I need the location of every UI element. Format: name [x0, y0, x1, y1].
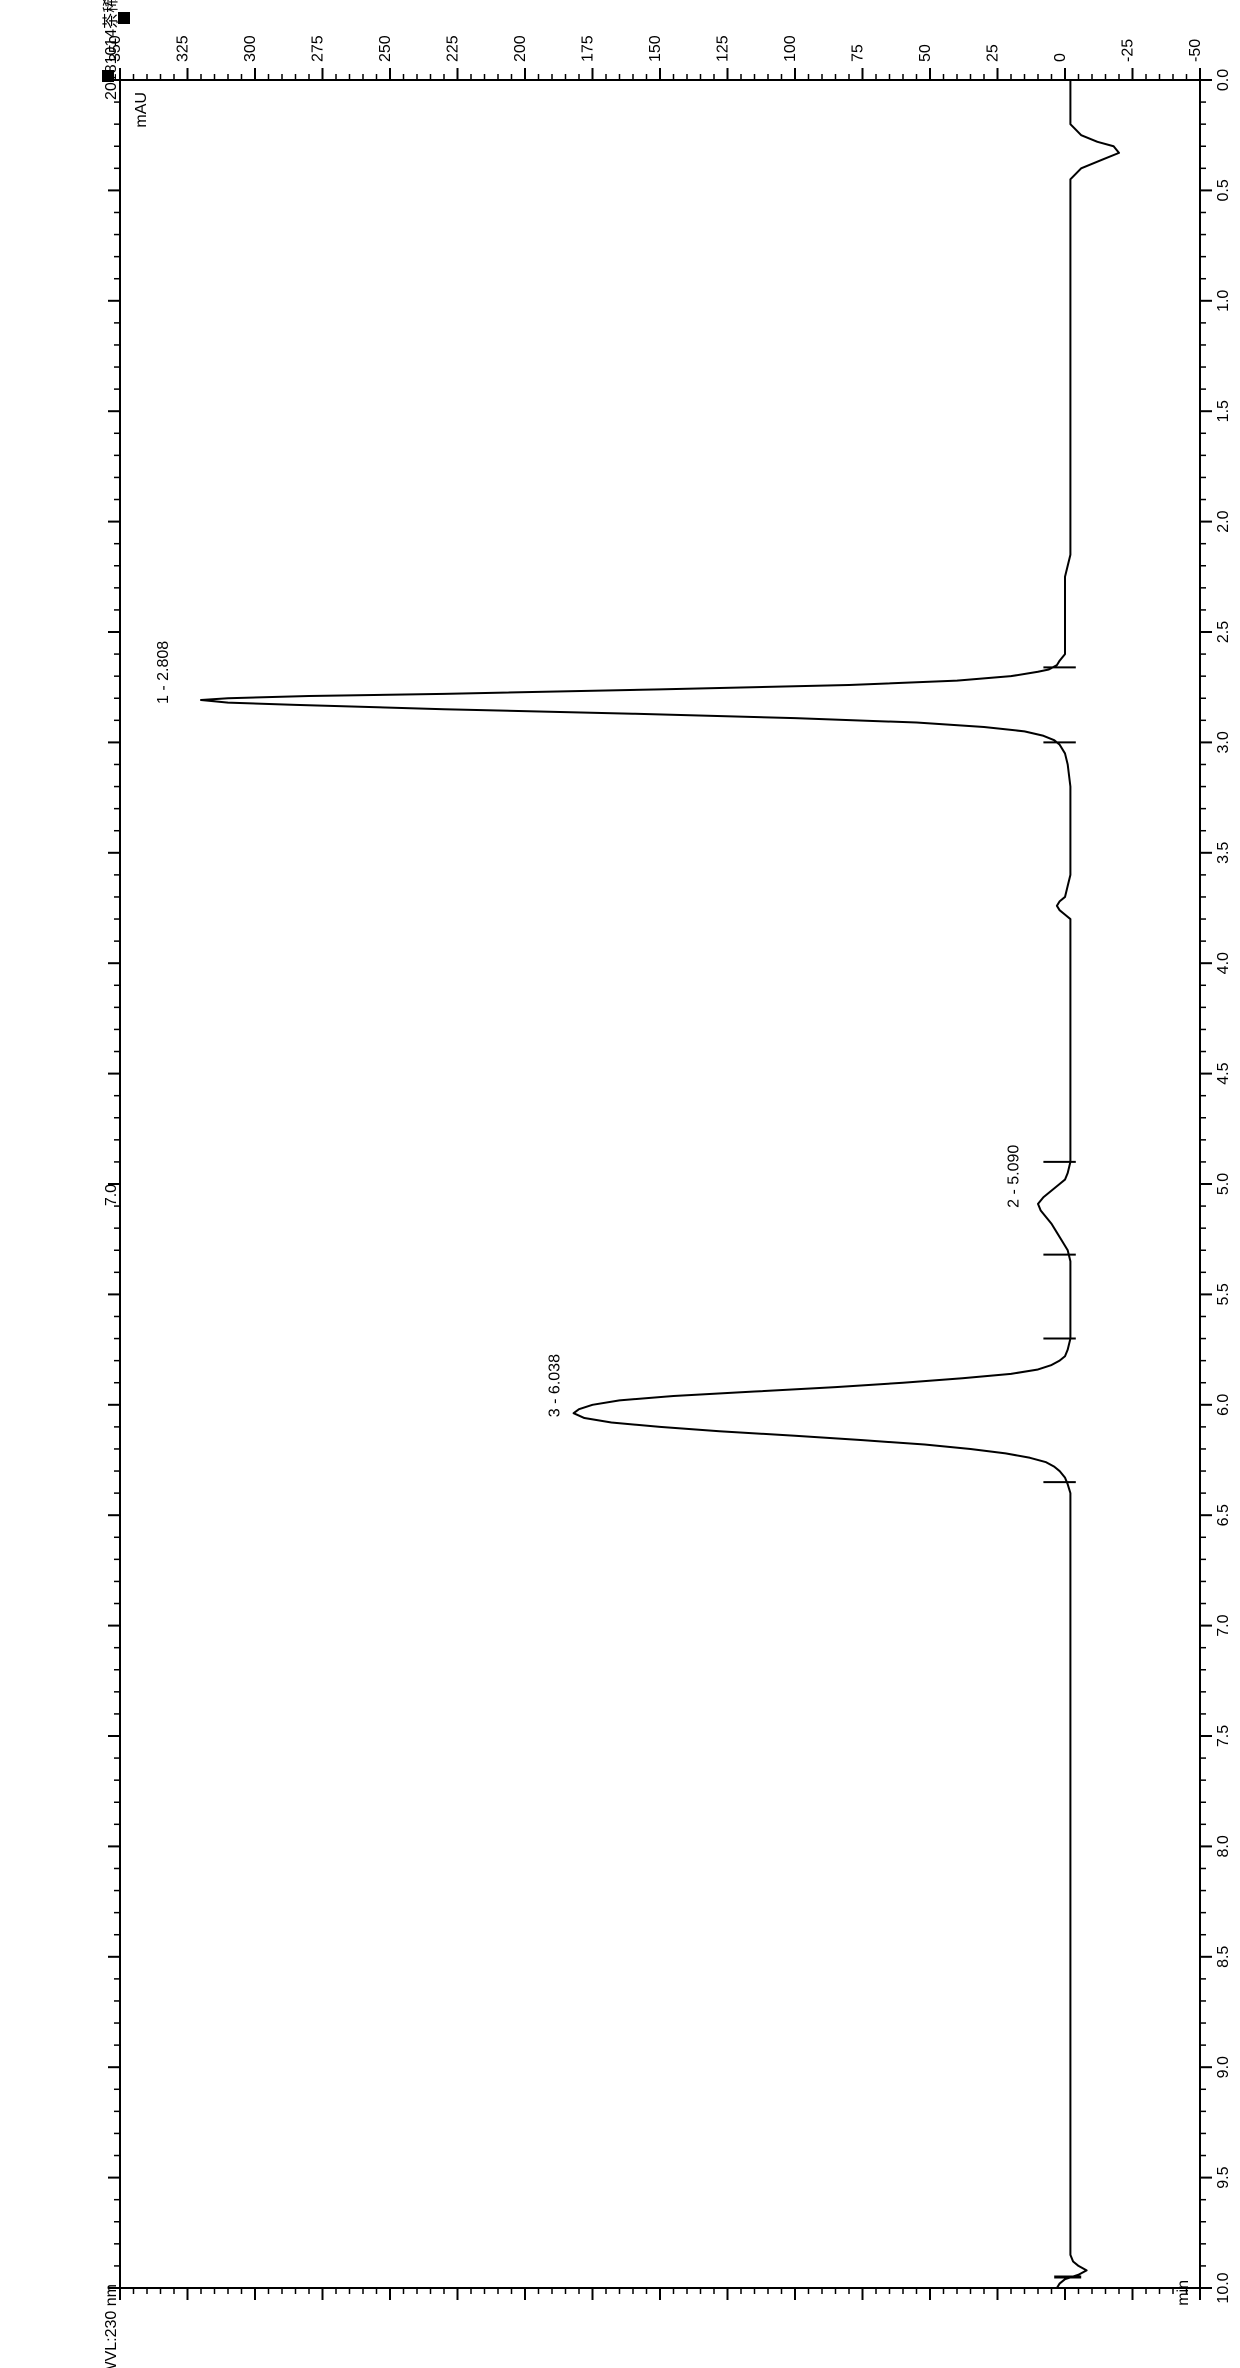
svg-text:100: 100: [782, 35, 799, 62]
svg-text:2 - 5.090: 2 - 5.090: [1006, 1145, 1023, 1208]
svg-text:6.0: 6.0: [1215, 1394, 1232, 1416]
svg-text:9.0: 9.0: [1215, 2056, 1232, 2078]
svg-text:2.5: 2.5: [1215, 621, 1232, 643]
svg-text:1 - 2.808: 1 - 2.808: [155, 641, 172, 704]
svg-text:75: 75: [850, 44, 867, 62]
svg-text:5.0: 5.0: [1215, 1173, 1232, 1195]
chromatogram-chart: -50 -25 0 25 50 75 100 125 150 175 200 225 250 275 300…: [0, 0, 1240, 2368]
svg-text:8.5: 8.5: [1215, 1946, 1232, 1968]
svg-text:50: 50: [917, 44, 934, 62]
svg-text:mAU: mAU: [133, 92, 150, 128]
svg-text:225: 225: [445, 35, 462, 62]
svg-text:7.0: 7.0: [103, 1184, 120, 1206]
svg-text:175: 175: [580, 35, 597, 62]
svg-text:8.0: 8.0: [1215, 1835, 1232, 1857]
svg-text:2.0: 2.0: [1215, 510, 1232, 532]
svg-text:3.0: 3.0: [1215, 731, 1232, 753]
svg-text:1.0: 1.0: [1215, 290, 1232, 312]
svg-text:min: min: [1175, 2280, 1192, 2306]
svg-text:9.5: 9.5: [1215, 2166, 1232, 2188]
svg-text:125: 125: [715, 35, 732, 62]
svg-text:275: 275: [310, 35, 327, 62]
svg-text:-50: -50: [1187, 39, 1204, 62]
svg-text:250: 250: [377, 35, 394, 62]
svg-text:4.0: 4.0: [1215, 952, 1232, 974]
svg-text:0.0: 0.0: [1215, 69, 1232, 91]
svg-text:20181014茶稀 #10 [manipulated]: 20181014茶稀 #10 [manipulated]: [102, 0, 120, 100]
svg-text:300: 300: [242, 35, 259, 62]
svg-text:4.5: 4.5: [1215, 1062, 1232, 1084]
svg-text:0.5: 0.5: [1215, 179, 1232, 201]
svg-text:0: 0: [1052, 53, 1069, 62]
svg-text:1.5: 1.5: [1215, 400, 1232, 422]
chromatogram-container: -50 -25 0 25 50 75 100 125 150 175 200 225 250 275 300…: [0, 0, 1240, 2368]
svg-text:25: 25: [985, 44, 1002, 62]
svg-text:325: 325: [175, 35, 192, 62]
svg-text:10.0: 10.0: [1215, 2272, 1232, 2303]
svg-text:7.0: 7.0: [1215, 1614, 1232, 1636]
svg-text:UV_VIS_1 WVL:230 nm: UV_VIS_1 WVL:230 nm: [103, 2284, 120, 2368]
svg-text:3 - 6.038: 3 - 6.038: [547, 1354, 564, 1417]
svg-text:-25: -25: [1120, 39, 1137, 62]
svg-text:6.5: 6.5: [1215, 1504, 1232, 1526]
svg-text:3.5: 3.5: [1215, 842, 1232, 864]
svg-text:7.5: 7.5: [1215, 1725, 1232, 1747]
svg-text:150: 150: [647, 35, 664, 62]
svg-text:200: 200: [512, 35, 529, 62]
svg-text:5.5: 5.5: [1215, 1283, 1232, 1305]
